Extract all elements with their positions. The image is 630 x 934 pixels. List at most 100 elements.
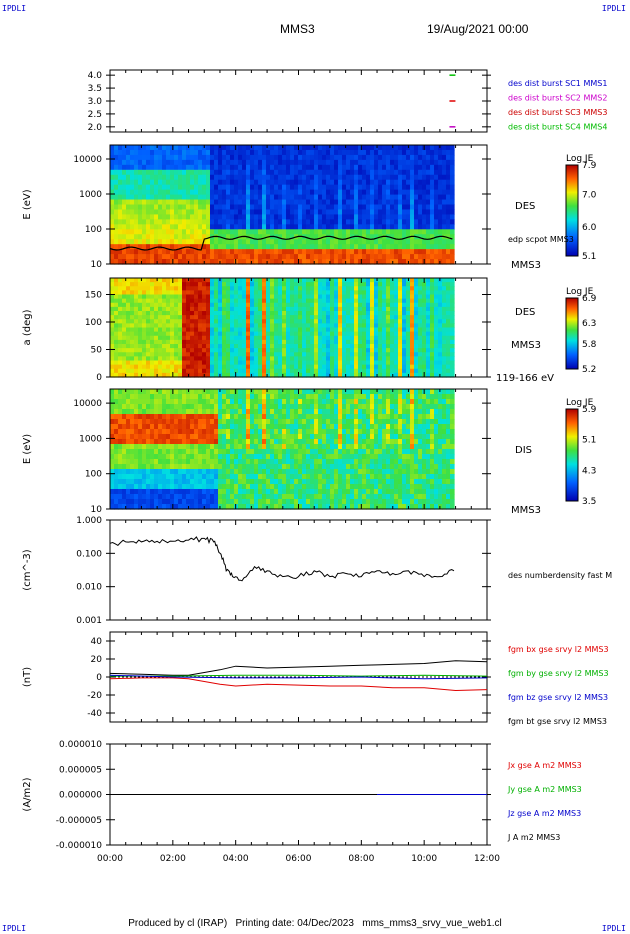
dis-spectrogram-cell [178, 394, 183, 400]
des-pitch-angle-cell [126, 290, 131, 296]
des-pitch-angle-cell [310, 331, 315, 337]
des-spectrogram-colorbar-title: Log JE [566, 154, 594, 164]
des-pitch-angle-cell [198, 290, 203, 296]
des-spectrogram-cell [218, 229, 223, 235]
des-pitch-angle-cell [158, 306, 163, 312]
des-pitch-angle-cell [426, 290, 431, 296]
des-spectrogram-cell [390, 159, 395, 166]
des-pitch-angle-cell [250, 302, 255, 308]
des-spectrogram-cell [198, 145, 203, 151]
des-spectrogram-cell [402, 239, 407, 245]
des-spectrogram-cell [422, 199, 427, 206]
des-spectrogram-cell [114, 154, 119, 161]
des-spectrogram-cell [118, 184, 123, 191]
dis-spectrogram-cell [130, 489, 135, 495]
des-spectrogram-cell [146, 214, 151, 220]
des-spectrogram-cell [450, 224, 455, 230]
des-pitch-angle-cell [190, 348, 195, 353]
des-pitch-angle-cell [234, 364, 239, 370]
des-pitch-angle-cell [162, 372, 167, 378]
des-pitch-angle-cell [234, 282, 239, 287]
des-spectrogram-cell [110, 249, 115, 255]
des-spectrogram-cell [334, 149, 339, 156]
des-pitch-angle-cell [182, 290, 187, 296]
des-pitch-angle-cell [130, 319, 135, 324]
des-pitch-angle-cell [350, 360, 355, 366]
des-pitch-angle-cell [314, 298, 319, 304]
des-pitch-angle-cell [162, 348, 167, 353]
des-pitch-angle-cell [450, 315, 455, 320]
des-pitch-angle-cell [406, 356, 411, 362]
des-spectrogram-cell [402, 194, 407, 201]
des-pitch-angle-cell [138, 372, 143, 378]
des-spectrogram-cell [334, 179, 339, 186]
des-spectrogram-cell [434, 169, 439, 176]
des-pitch-angle-cell [290, 319, 295, 324]
des-pitch-angle-ytick-label: 0 [96, 373, 102, 383]
des-pitch-angle-cell [290, 294, 295, 300]
des-pitch-angle-cell [158, 360, 163, 366]
des-spectrogram-cell [302, 199, 307, 206]
des-spectrogram-cell [178, 159, 183, 166]
des-pitch-angle-cell [294, 372, 299, 378]
des-spectrogram-cell [374, 209, 379, 216]
des-pitch-angle-cell [158, 339, 163, 345]
des-pitch-angle-cell [430, 278, 435, 283]
des-spectrogram-cell [110, 224, 115, 230]
des-pitch-angle-cell [282, 323, 287, 329]
dis-spectrogram-cell [130, 429, 135, 435]
des-pitch-angle-cell [310, 319, 315, 324]
des-spectrogram-cell [314, 249, 319, 255]
des-spectrogram-cell [334, 249, 339, 255]
des-spectrogram-cell [354, 194, 359, 201]
des-pitch-angle-cell [422, 364, 427, 370]
des-pitch-angle-cell [338, 298, 343, 304]
des-spectrogram-cell [250, 174, 255, 181]
des-pitch-angle-cell [306, 323, 311, 329]
des-spectrogram-cell [278, 154, 283, 161]
dis-spectrogram-cell [174, 419, 179, 425]
des-pitch-angle-cell [166, 327, 171, 333]
des-spectrogram-cell [154, 259, 159, 265]
dis-spectrogram-cell [134, 454, 139, 460]
des-spectrogram-cell [330, 199, 335, 206]
des-spectrogram-cell [434, 249, 439, 255]
des-pitch-angle-cell [282, 294, 287, 300]
des-spectrogram-cell [118, 239, 123, 245]
des-pitch-angle-cell [334, 352, 339, 357]
dis-spectrogram-cell [202, 444, 207, 450]
des-pitch-angle-cell [350, 306, 355, 312]
des-spectrogram-cell [318, 214, 323, 220]
des-pitch-angle-cell [438, 298, 443, 304]
dis-spectrogram-cell [182, 449, 187, 455]
des-pitch-angle-cell [450, 306, 455, 312]
des-spectrogram-cell [282, 179, 287, 186]
des-spectrogram-cell [318, 209, 323, 216]
des-spectrogram-cell [166, 224, 171, 230]
des-spectrogram-cell [122, 184, 127, 191]
des-pitch-angle-cell [410, 364, 415, 370]
des-spectrogram-cell [154, 169, 159, 176]
des-spectrogram-cell [426, 184, 431, 191]
dis-spectrogram-cell [186, 424, 191, 430]
des-pitch-angle-cell [174, 364, 179, 370]
des-pitch-angle-cell [386, 360, 391, 366]
des-spectrogram-cell [306, 145, 311, 151]
des-spectrogram-cell [162, 229, 167, 235]
des-pitch-angle-cell [130, 286, 135, 291]
des-spectrogram-cell [182, 219, 187, 225]
dis-spectrogram-cell [174, 424, 179, 430]
des-spectrogram-cell [330, 145, 335, 151]
des-spectrogram-cell [386, 154, 391, 161]
des-pitch-angle-cell [294, 331, 299, 337]
des-pitch-angle-cell [430, 372, 435, 378]
des-spectrogram-cell [274, 204, 279, 211]
des-spectrogram-cell [314, 174, 319, 181]
des-pitch-angle-cell [146, 331, 151, 337]
des-spectrogram-cell [386, 169, 391, 176]
des-pitch-angle-cell [250, 364, 255, 370]
des-pitch-angle-cell [194, 319, 199, 324]
des-spectrogram-cell [302, 159, 307, 166]
des-pitch-angle-cell [178, 344, 183, 349]
des-pitch-angle-cell [286, 356, 291, 362]
